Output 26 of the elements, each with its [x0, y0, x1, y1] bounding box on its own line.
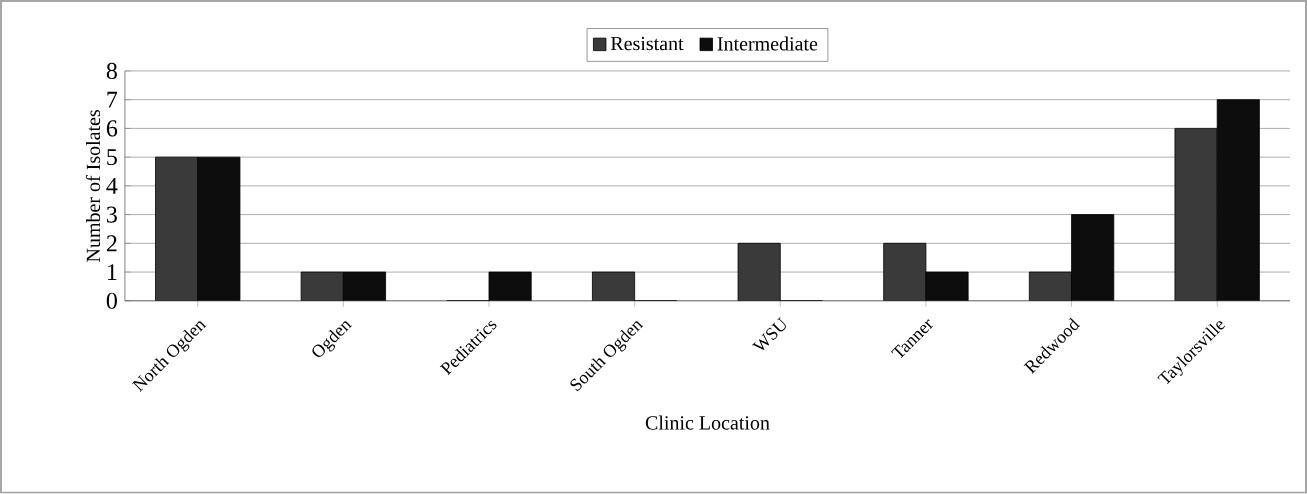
y-tick-label: 3 [107, 206, 117, 223]
bar [1174, 128, 1218, 301]
legend-label: Resistant [610, 37, 684, 51]
bar [300, 271, 344, 301]
bar [925, 271, 969, 301]
bar [883, 243, 927, 301]
bar [342, 271, 386, 301]
y-tick-label: 7 [107, 92, 118, 108]
x-axis-title: Clinic Location [645, 415, 770, 430]
y-tick-label: 8 [106, 63, 117, 80]
y-tick-label: 4 [106, 178, 118, 194]
y-tick-label: 0 [106, 292, 117, 310]
bar [488, 271, 532, 301]
bar [1028, 271, 1072, 301]
bar [1216, 99, 1260, 301]
y-tick-label: 5 [107, 149, 117, 166]
bar [737, 243, 781, 301]
y-axis-title: Number of Isolates [85, 110, 101, 263]
bar [1071, 214, 1115, 301]
y-tick-label: 1 [107, 264, 117, 281]
legend-label: Intermediate [717, 36, 818, 51]
y-tick-label: 2 [106, 235, 117, 252]
bar [155, 156, 199, 301]
y-tick-label: 6 [106, 120, 118, 137]
bar [197, 156, 241, 301]
bar [592, 271, 636, 301]
